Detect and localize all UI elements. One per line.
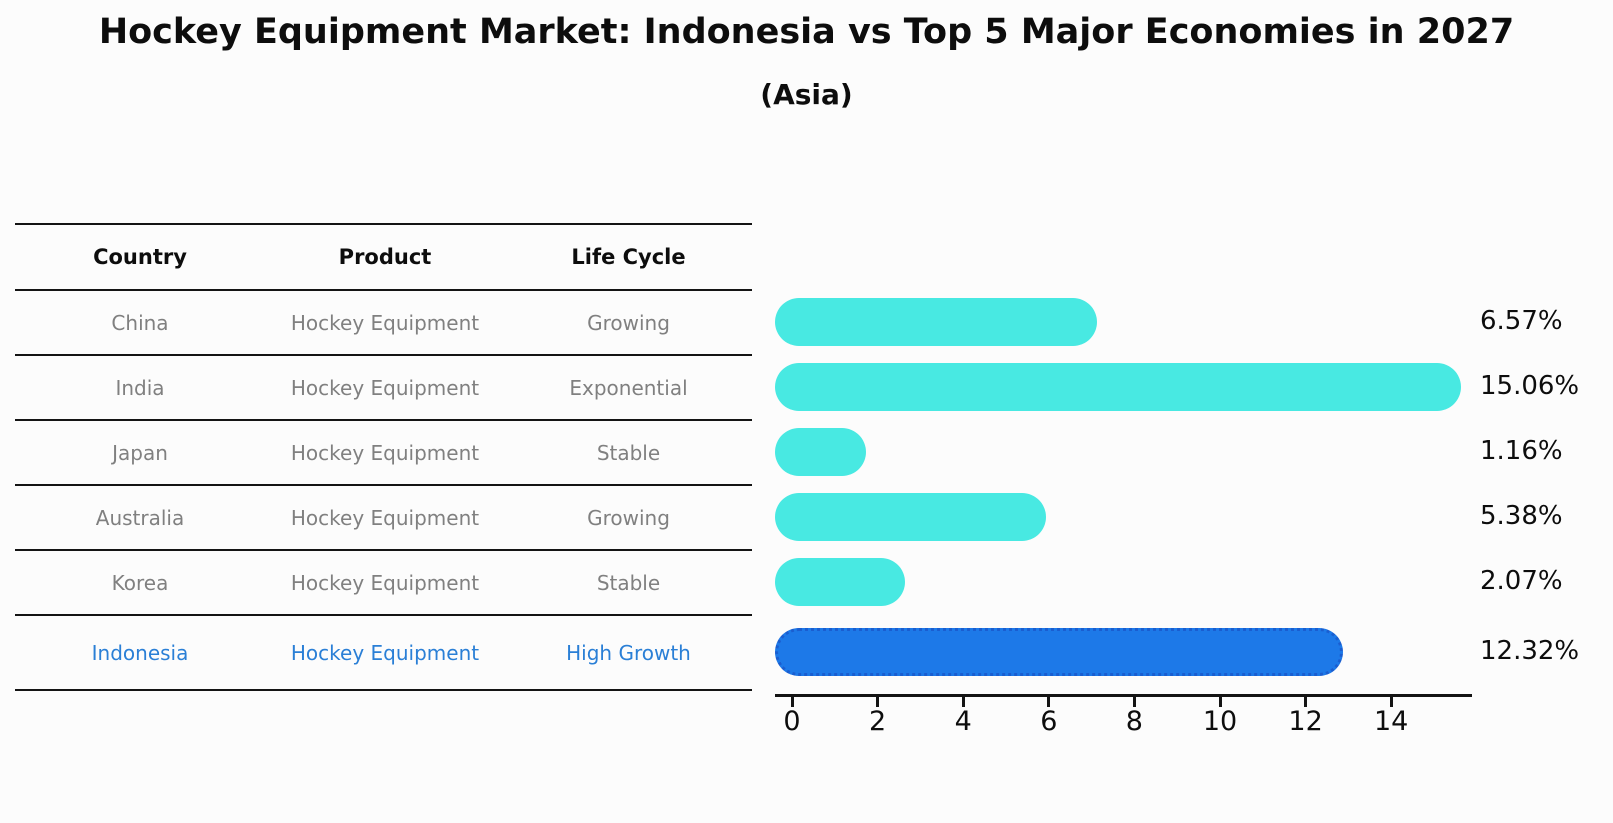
table-body: China Hockey Equipment Growing India Hockey … (15, 289, 752, 689)
table-header-row: Country Product Life Cycle (15, 223, 752, 289)
x-tick-label-4: 4 (954, 706, 972, 737)
country-table: Country Product Life Cycle China Hockey Equ… (15, 223, 752, 691)
cell-country: Indonesia (91, 640, 189, 665)
cell-product: Hockey Equipment (290, 440, 480, 465)
x-tick-label-8: 8 (1125, 706, 1143, 737)
x-tick-mark-6 (1047, 697, 1051, 707)
cell-country: India (115, 375, 165, 400)
table-row-china: China Hockey Equipment Growing (15, 289, 752, 354)
bar-japan (775, 427, 866, 476)
cell-product: Hockey Equipment (290, 505, 480, 530)
value-label-indonesia: 12.32% (1480, 636, 1580, 666)
x-tick-label-6: 6 (1040, 706, 1058, 737)
x-tick-mark-4 (961, 697, 965, 707)
column-header-country: Country (93, 245, 187, 269)
bar-korea (775, 557, 905, 606)
cell-country: Australia (95, 505, 185, 530)
value-label-india: 15.06% (1480, 371, 1580, 401)
cell-product: Hockey Equipment (290, 570, 480, 595)
cell-product: Hockey Equipment (290, 640, 480, 665)
chart-title: Hockey Equipment Market: Indonesia vs To… (98, 12, 1515, 52)
table-row-australia: Australia Hockey Equipment Growing (15, 484, 752, 549)
table-row-india: India Hockey Equipment Exponential (15, 354, 752, 419)
cell-country: Korea (111, 570, 169, 595)
x-tick-label-2: 2 (869, 706, 887, 737)
bar-indonesia (775, 627, 1344, 676)
column-header-product: Product (338, 245, 432, 269)
value-label-japan: 1.16% (1480, 436, 1563, 466)
x-tick-mark-8 (1132, 697, 1136, 707)
cell-life-cycle: Exponential (569, 375, 688, 400)
x-tick-mark-14 (1389, 697, 1393, 707)
bar-china (775, 297, 1098, 346)
x-tick-label-10: 10 (1202, 706, 1238, 737)
cell-life-cycle: Stable (596, 440, 661, 465)
cell-country: Japan (112, 440, 168, 465)
x-tick-mark-2 (876, 697, 880, 707)
bar-australia (775, 492, 1047, 541)
cell-product: Hockey Equipment (290, 375, 480, 400)
cell-life-cycle: Stable (596, 570, 661, 595)
x-tick-label-0: 0 (783, 706, 801, 737)
cell-product: Hockey Equipment (290, 310, 480, 335)
cell-life-cycle: Growing (587, 310, 670, 335)
x-tick-label-14: 14 (1374, 706, 1409, 737)
cell-life-cycle: High Growth (566, 640, 691, 665)
cell-country: China (111, 310, 169, 335)
column-header-life-cycle: Life Cycle (571, 245, 686, 269)
table-row-indonesia: Indonesia Hockey Equipment High Growth (15, 614, 752, 689)
x-tick-label-12: 12 (1288, 706, 1323, 737)
table-row-japan: Japan Hockey Equipment Stable (15, 419, 752, 484)
value-label-china: 6.57% (1480, 306, 1563, 336)
value-label-korea: 2.07% (1480, 566, 1563, 596)
bar-india (775, 362, 1461, 411)
cell-life-cycle: Growing (587, 505, 670, 530)
x-tick-mark-0 (790, 697, 794, 707)
value-label-australia: 5.38% (1480, 501, 1563, 531)
x-tick-mark-12 (1304, 697, 1308, 707)
chart-subtitle: (Asia) (760, 78, 853, 111)
table-row-korea: Korea Hockey Equipment Stable (15, 549, 752, 614)
x-tick-mark-10 (1218, 697, 1222, 707)
x-axis-line (775, 694, 1472, 697)
